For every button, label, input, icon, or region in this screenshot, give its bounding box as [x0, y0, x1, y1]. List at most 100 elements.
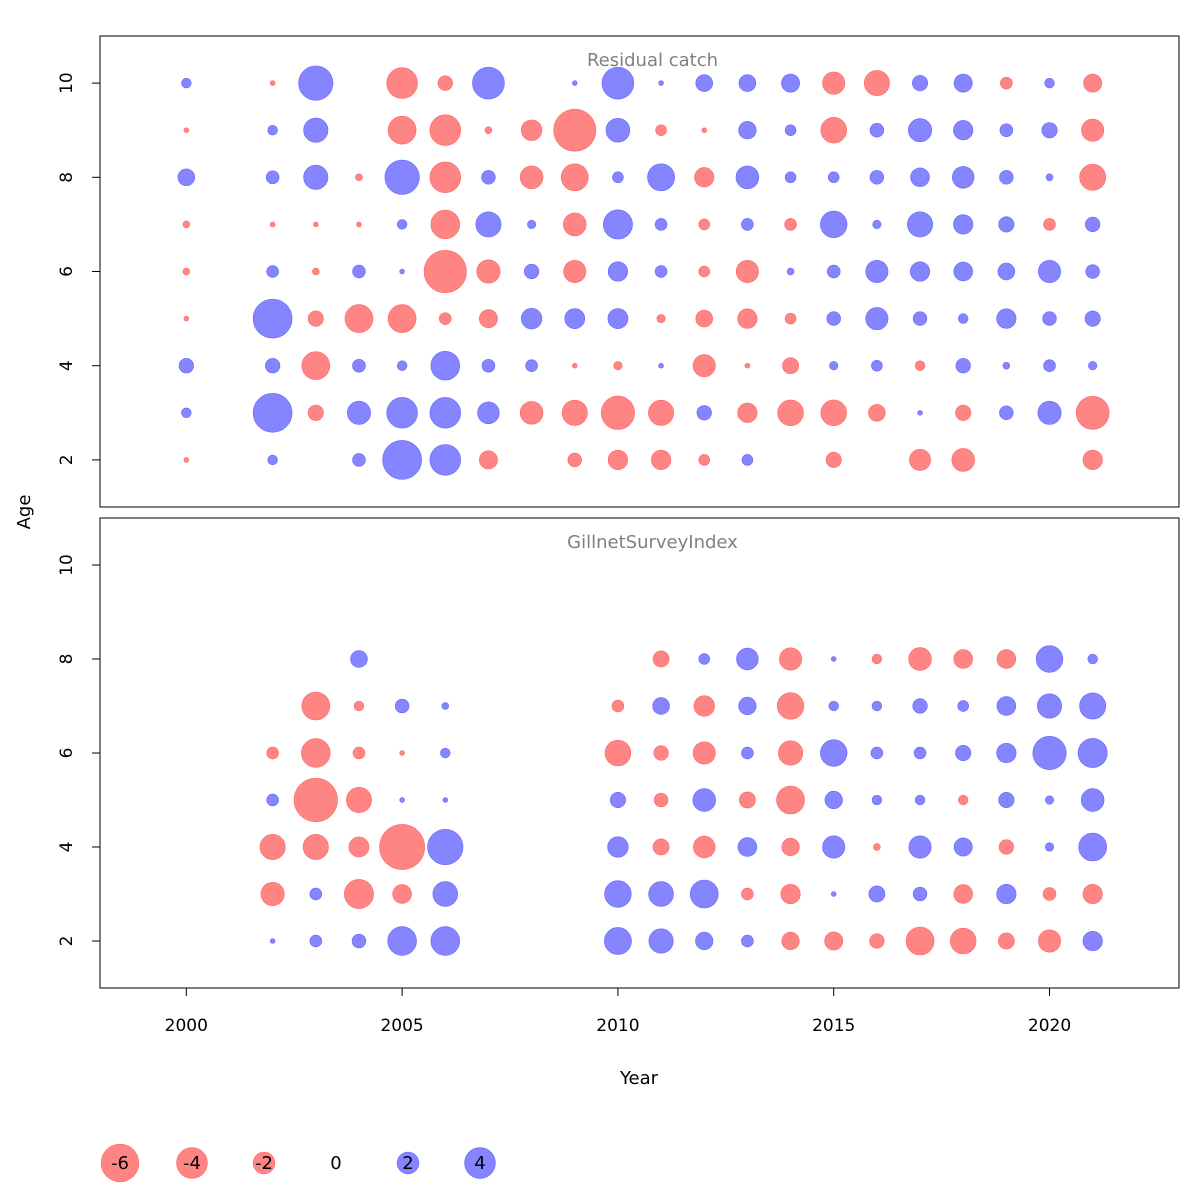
bubble	[658, 362, 664, 369]
bubble	[694, 167, 715, 188]
bubble	[908, 118, 933, 143]
bubble	[871, 794, 883, 806]
bubble	[1084, 310, 1101, 327]
bubble	[1043, 218, 1056, 231]
bubble	[872, 219, 882, 229]
bubble	[652, 838, 670, 856]
bubble	[1000, 76, 1013, 90]
bubble	[269, 938, 276, 944]
bubble	[1035, 645, 1064, 673]
bubble	[651, 449, 672, 470]
y-tick-label: 8	[57, 654, 77, 665]
bubble	[784, 171, 797, 184]
bubble	[786, 267, 795, 276]
bubble	[998, 216, 1015, 233]
bubble	[654, 218, 668, 231]
bubble	[553, 108, 597, 152]
bubble	[472, 66, 505, 100]
bubble	[572, 362, 578, 369]
bubble	[648, 928, 674, 954]
legend-bubble	[464, 1147, 496, 1179]
bubble	[781, 931, 800, 951]
bubble	[822, 835, 846, 859]
bubble	[996, 308, 1017, 329]
bubble	[441, 702, 450, 710]
y-tick-label: 6	[57, 748, 77, 759]
bubble	[396, 219, 408, 230]
bubble	[953, 261, 973, 282]
panels: Residual catch 2 4 6 8 10 GillnetSurveyIndex 2 4…	[57, 35, 1180, 989]
bubble	[267, 454, 278, 466]
legend-bubble	[396, 1151, 420, 1175]
bubble	[309, 887, 323, 901]
bubble	[442, 797, 449, 803]
y-tick-label: 10	[57, 554, 77, 576]
bubble	[607, 261, 628, 282]
bubble	[912, 75, 929, 92]
bubble	[822, 71, 846, 95]
bubble	[825, 451, 842, 468]
bubble	[344, 879, 374, 909]
bubble	[999, 405, 1014, 420]
bubble	[1037, 400, 1062, 425]
bubble	[348, 836, 370, 858]
bubble	[430, 350, 460, 381]
bubble	[312, 267, 320, 276]
bubble	[523, 263, 540, 280]
bubble	[737, 837, 758, 857]
bubble	[953, 120, 974, 141]
bubble	[1083, 73, 1103, 93]
bubble	[382, 440, 422, 480]
bubble	[1043, 359, 1056, 372]
bubble	[561, 399, 588, 426]
bubble	[820, 739, 848, 767]
bubble	[560, 163, 589, 192]
bubble	[520, 119, 543, 141]
legend-bubble	[252, 1151, 276, 1175]
bubble	[301, 738, 331, 768]
bubble	[914, 360, 926, 371]
bubble	[826, 311, 841, 326]
bubble	[912, 886, 928, 902]
bubble	[871, 359, 883, 372]
bubble	[1082, 883, 1103, 905]
bubble	[738, 696, 757, 716]
bubble	[182, 267, 191, 276]
bubble	[865, 307, 889, 331]
bubble	[826, 264, 841, 279]
bubble	[392, 884, 412, 904]
bubble	[301, 351, 331, 380]
bubble	[1080, 788, 1105, 812]
bubble	[479, 309, 498, 329]
bubble	[784, 124, 797, 136]
bubble	[953, 73, 973, 93]
bubble	[396, 360, 408, 371]
bubble	[352, 746, 366, 760]
bubble	[1044, 77, 1055, 89]
bubble	[953, 884, 973, 904]
bubble	[352, 453, 366, 467]
bubble	[741, 454, 754, 466]
bubble	[952, 166, 975, 189]
bubble	[429, 114, 461, 146]
bubble	[784, 218, 797, 231]
bubble	[648, 881, 674, 907]
bubble	[741, 887, 754, 901]
bubble	[182, 220, 191, 229]
bubble	[344, 304, 374, 333]
bubble	[908, 835, 932, 859]
y-tick-label: 6	[57, 266, 77, 277]
bubble	[830, 656, 837, 662]
y-tick-label: 4	[57, 842, 77, 853]
bubble	[429, 444, 461, 476]
bubble	[741, 218, 754, 231]
bubble	[735, 260, 759, 283]
bubble	[564, 308, 586, 329]
bubble	[868, 885, 886, 903]
bubble	[1082, 930, 1103, 952]
bubble	[950, 927, 977, 955]
bubble	[830, 891, 837, 897]
bubble	[693, 835, 716, 859]
bubble	[1082, 449, 1103, 470]
